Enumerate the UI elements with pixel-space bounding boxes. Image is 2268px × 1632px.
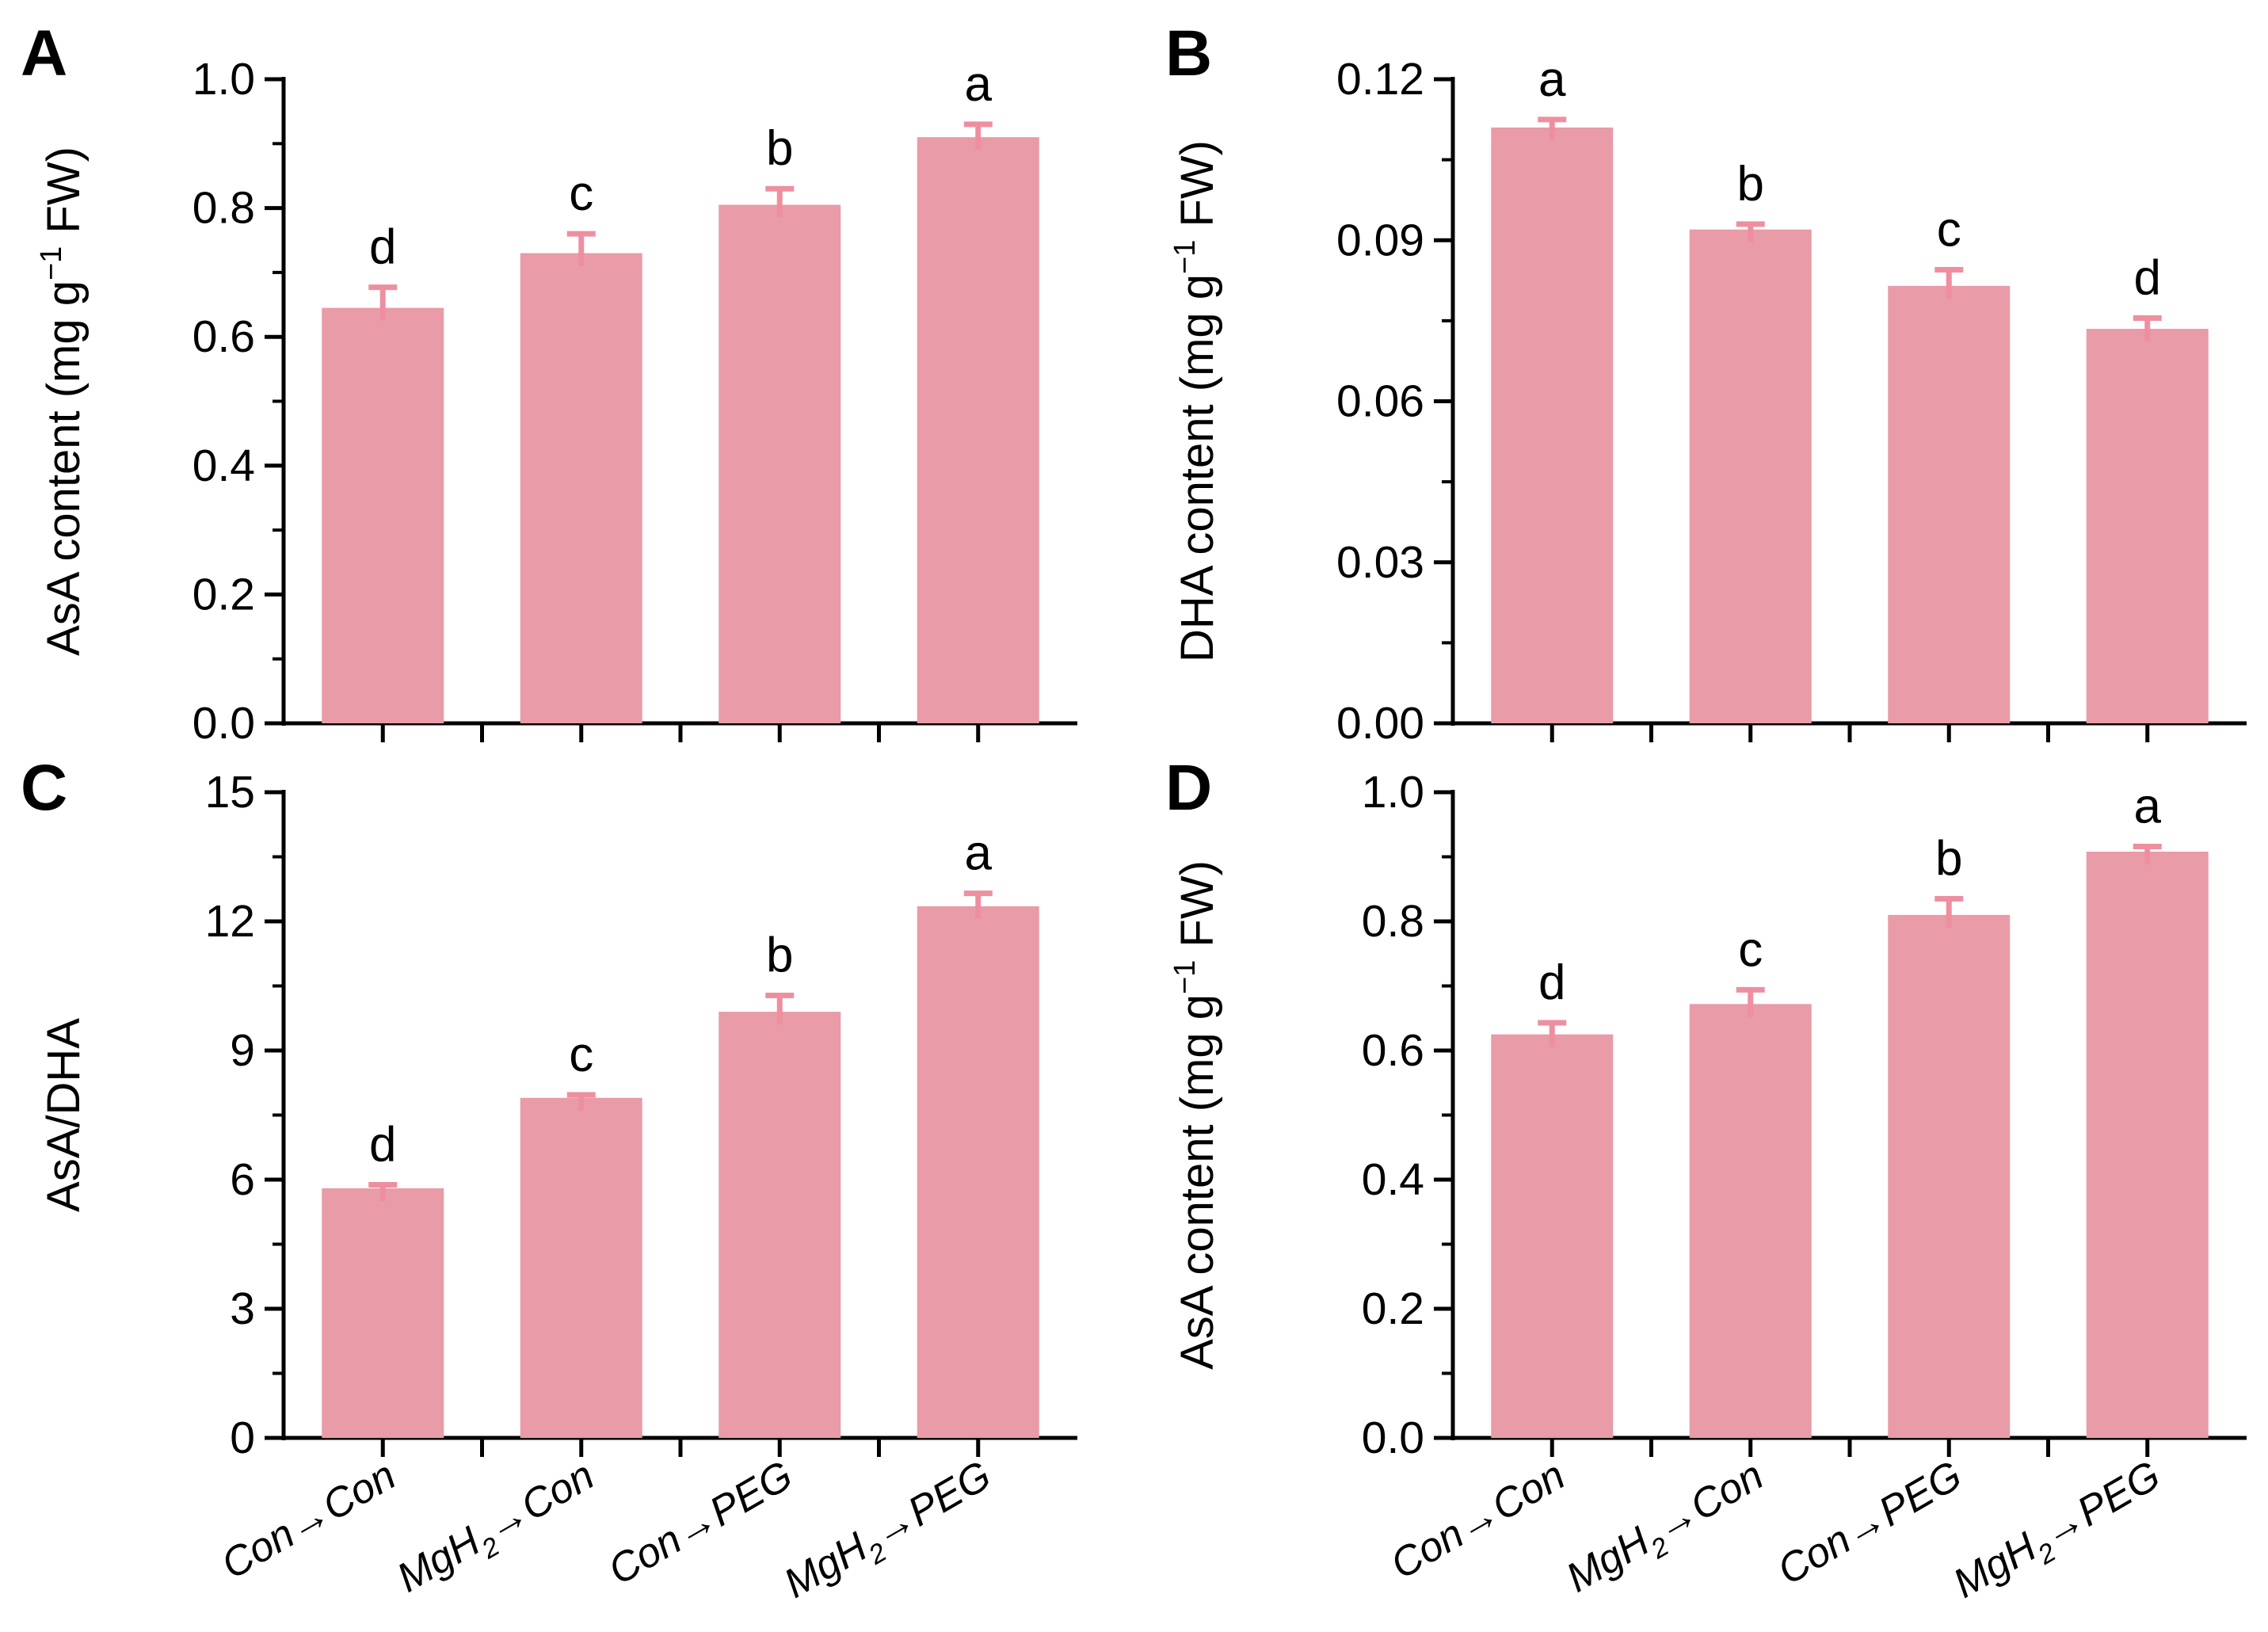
y-tick-label: 0.8	[1362, 896, 1424, 947]
sig-letter: a	[1538, 52, 1566, 107]
bar	[917, 906, 1039, 1438]
panel-a-chart: 0.0 0.2 0.4 0.6 0.8 1.0 d c b a AsA content (mg g−…	[21, 17, 1077, 749]
y-tick-label: 0.6	[1362, 1025, 1424, 1076]
sig-letter: a	[2134, 779, 2162, 833]
y-axis-title: AsA content (mg g−1 FW)	[1168, 860, 1223, 1370]
bar	[719, 1012, 841, 1438]
y-tick-label: 15	[205, 767, 255, 818]
x-category-label: MgH2→Con	[390, 1452, 606, 1608]
y-tick-label: 0.12	[1336, 54, 1424, 105]
y-tick-label: 12	[205, 896, 255, 947]
x-category-label: Con→PEG	[600, 1452, 800, 1594]
bar	[1689, 1004, 1812, 1438]
sig-letter: d	[369, 1118, 396, 1173]
y-tick-label: 1.0	[1362, 767, 1424, 818]
y-tick-label: 0.00	[1336, 698, 1424, 749]
y-tick-label: 0.03	[1336, 537, 1424, 588]
bar	[1888, 914, 2011, 1438]
bar	[520, 1097, 642, 1438]
sig-letter: b	[766, 928, 793, 982]
sig-letter: d	[369, 220, 396, 275]
panel-c-chart: 0 3 6 9 12 15 d Con→Con c MgH2→Con b Con→PEG a MgH2→P…	[21, 752, 1077, 1614]
x-category-label: MgH2→Con	[1559, 1452, 1775, 1608]
y-tick-label: 0	[230, 1413, 255, 1463]
y-tick-label: 1.0	[192, 54, 255, 105]
y-tick-label: 0.4	[1362, 1154, 1424, 1205]
bar	[322, 1188, 444, 1438]
x-category-label: MgH2→PEG	[1946, 1452, 2172, 1614]
x-category-label: Con→Con	[1383, 1452, 1572, 1588]
x-category-label: Con→PEG	[1770, 1452, 1969, 1594]
x-category-label: MgH2→PEG	[776, 1452, 1003, 1614]
sig-letter: a	[965, 57, 993, 112]
panel-letter: A	[21, 17, 67, 90]
panel-d-chart: 0.0 0.2 0.4 0.6 0.8 1.0 d Con→Con c MgH2→Con b Con→…	[1165, 752, 2247, 1614]
y-axis-title: AsA content (mg g−1 FW)	[35, 147, 90, 656]
panel-b-chart: 0.00 0.03 0.06 0.09 0.12 a b c d DHA content (mg …	[1165, 17, 2247, 749]
panel-letter: D	[1165, 752, 1212, 824]
bar	[2086, 851, 2209, 1438]
bar	[1888, 285, 2011, 723]
x-category-label: Con→Con	[214, 1452, 403, 1588]
bar	[719, 204, 841, 723]
y-tick-label: 0.2	[1362, 1283, 1424, 1334]
sig-letter: b	[1737, 157, 1764, 212]
y-tick-label: 0.06	[1336, 376, 1424, 427]
y-tick-label: 0.0	[192, 698, 255, 749]
sig-letter: c	[569, 166, 593, 221]
sig-letter: d	[1538, 955, 1565, 1010]
sig-letter: c	[1937, 203, 1961, 257]
sig-letter: b	[1935, 831, 1962, 886]
sig-letter: c	[1738, 922, 1763, 977]
y-tick-label: 0.09	[1336, 215, 1424, 265]
y-axis-title: AsA/DHA	[38, 1018, 90, 1212]
bar	[2086, 329, 2209, 723]
bar	[1689, 229, 1812, 723]
sig-letter: d	[2134, 250, 2161, 305]
y-tick-label: 3	[230, 1283, 255, 1334]
sig-letter: a	[965, 826, 993, 881]
bar	[917, 137, 1039, 724]
y-tick-label: 9	[230, 1025, 255, 1076]
bar	[322, 307, 444, 723]
y-tick-label: 0.8	[192, 183, 255, 234]
y-tick-label: 0.0	[1362, 1413, 1424, 1463]
bar	[520, 253, 642, 723]
y-tick-label: 6	[230, 1154, 255, 1205]
sig-letter: b	[766, 121, 793, 176]
panel-letter: C	[21, 752, 67, 824]
y-axis-title: DHA content (mg g−1 FW)	[1168, 140, 1223, 662]
y-tick-label: 0.4	[192, 440, 255, 491]
y-tick-label: 0.2	[192, 569, 255, 620]
panel-letter: B	[1165, 17, 1212, 90]
sig-letter: c	[569, 1028, 593, 1082]
bar	[1491, 1034, 1614, 1438]
bar	[1491, 127, 1614, 724]
y-tick-label: 0.6	[192, 311, 255, 362]
